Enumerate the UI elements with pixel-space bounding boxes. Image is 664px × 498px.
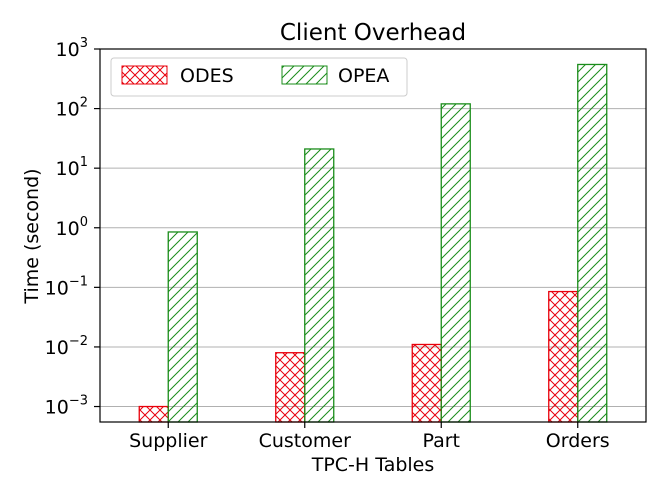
legend-label-opea: OPEA bbox=[338, 65, 389, 87]
bar-odes-orders bbox=[548, 290, 579, 423]
bar-opea-part bbox=[440, 103, 471, 423]
x-tick-label-customer: Customer bbox=[259, 430, 351, 452]
y-tick-label-5: 102 bbox=[56, 96, 88, 121]
bar-odes-supplier bbox=[138, 405, 169, 423]
y-tick-label-6: 103 bbox=[56, 36, 88, 61]
bar-opea-orders bbox=[577, 63, 608, 423]
legend-frame bbox=[110, 57, 408, 97]
bar-opea-supplier bbox=[167, 231, 198, 423]
x-axis-label: TPC-H Tables bbox=[311, 454, 435, 476]
x-axis-ticks: Supplier Customer Part Orders bbox=[129, 422, 610, 452]
chart-title: Client Overhead bbox=[280, 20, 466, 46]
x-tick-label-orders: Orders bbox=[546, 430, 610, 452]
y-tick-label-0: 10−3 bbox=[45, 394, 88, 419]
legend-swatch-odes bbox=[121, 65, 168, 85]
plot-frame bbox=[99, 48, 647, 423]
bars bbox=[138, 63, 608, 423]
bar-opea-customer bbox=[304, 148, 335, 423]
y-tick-label-1: 10−2 bbox=[45, 334, 88, 359]
legend-label-odes: ODES bbox=[180, 65, 234, 87]
legend: ODES OPEA bbox=[110, 57, 408, 97]
legend-swatch-opea bbox=[281, 65, 328, 85]
bar-odes-customer bbox=[275, 352, 306, 423]
bar-odes-part bbox=[411, 343, 442, 423]
y-axis-ticks: 10−3 10−2 10−1 100 101 102 103 bbox=[45, 36, 100, 419]
x-tick-label-supplier: Supplier bbox=[129, 430, 207, 452]
y-tick-label-3: 100 bbox=[56, 215, 88, 240]
y-tick-label-4: 101 bbox=[56, 155, 88, 180]
y-tick-label-2: 10−1 bbox=[45, 274, 88, 299]
x-tick-label-part: Part bbox=[422, 430, 460, 452]
y-axis-label: Time (second) bbox=[21, 168, 43, 304]
